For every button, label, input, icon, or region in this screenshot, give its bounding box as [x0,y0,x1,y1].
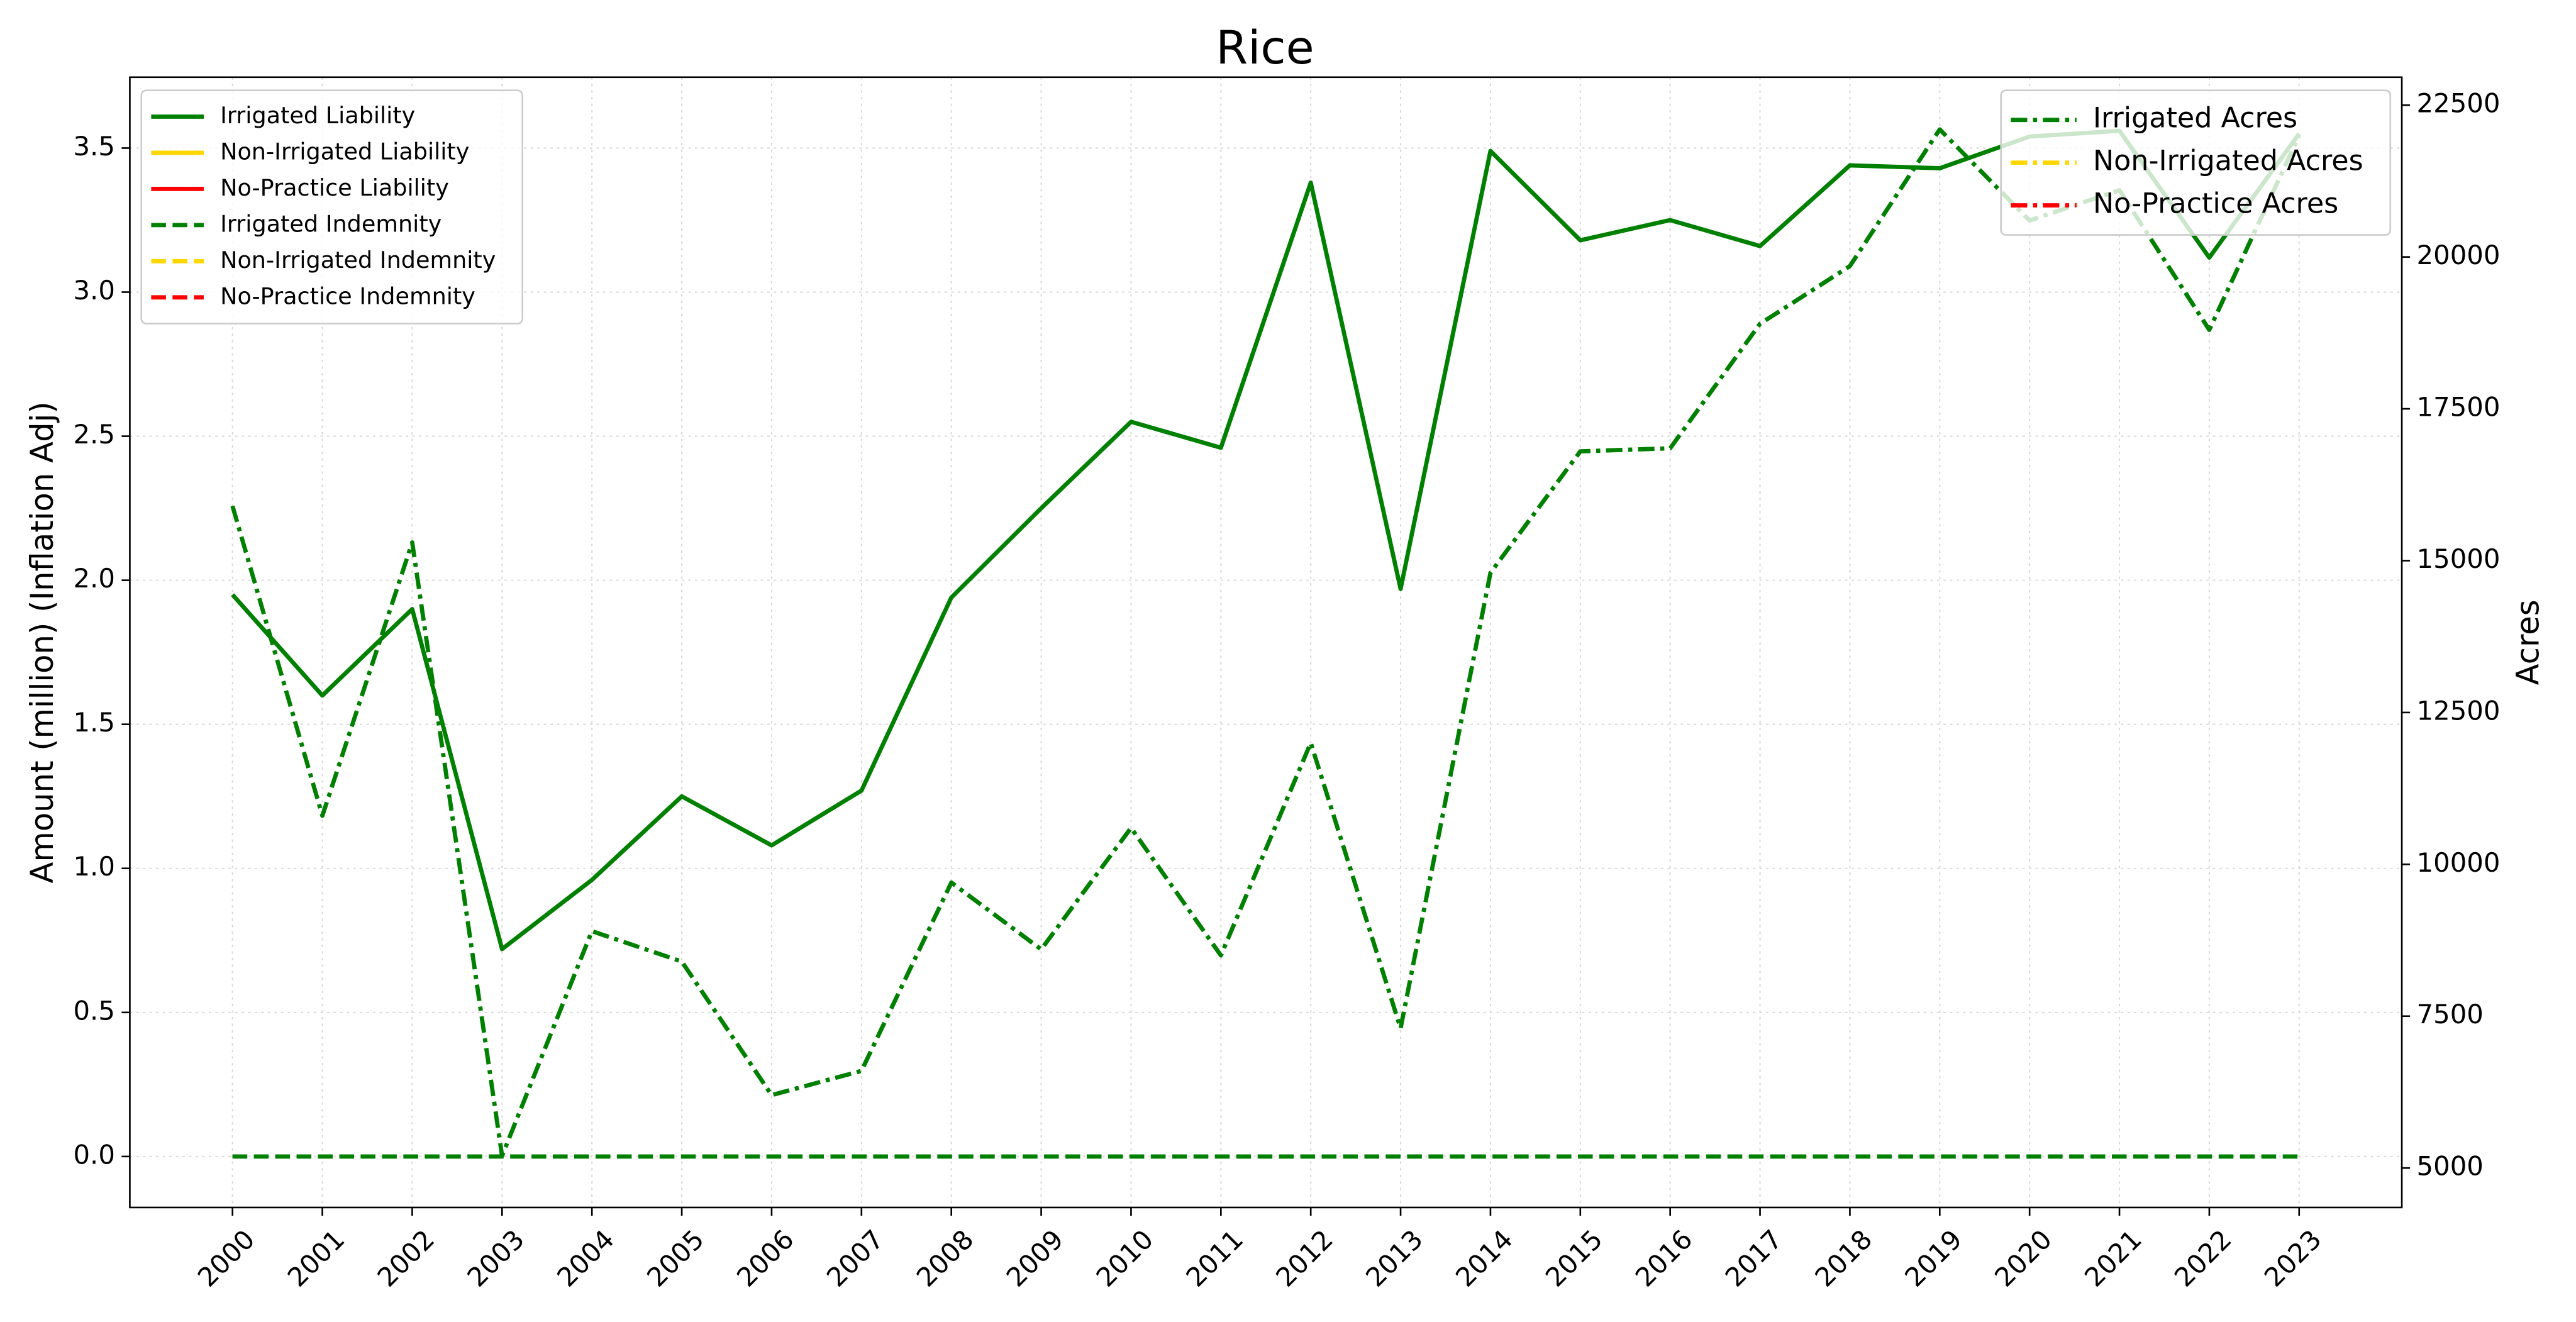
y2-axis-label: Acres [2509,599,2546,685]
y-tick-label: 3.5 [73,131,114,162]
legend-label: Non-Irrigated Acres [2093,145,2363,177]
legend-label: Irrigated Indemnity [220,210,441,237]
legend-box [2000,89,2392,236]
y-tick-label: 1.5 [73,707,114,738]
y-axis-label: Amount (million) (Inflation Adj) [24,401,60,883]
y-tick-label: 2.0 [73,563,114,594]
y2-tick-label: 12500 [2417,695,2501,726]
y2-tick-label: 5000 [2417,1151,2484,1182]
y2-tick-label: 22500 [2417,88,2501,119]
legend-label: Irrigated Acres [2093,103,2297,135]
y2-tick-label: 10000 [2417,847,2501,878]
legend-label: No-Practice Liability [220,174,449,201]
y2-tick-label: 15000 [2417,543,2501,574]
y-tick-label: 0.0 [73,1139,114,1170]
legend-label: Non-Irrigated Liability [220,138,469,165]
plot-frame [129,76,2403,1209]
y-tick-label: 1.0 [73,851,114,882]
y-tick-label: 3.0 [73,275,114,306]
legend-label: Irrigated Liability [220,102,415,129]
chart-title: Rice [1216,21,1314,75]
legend-box [140,89,524,325]
y2-tick-label: 20000 [2417,240,2501,270]
line-series [231,128,2301,952]
y2-tick-label: 17500 [2417,392,2501,423]
y-tick-label: 0.5 [73,995,114,1026]
y-tick-label: 2.5 [73,419,114,450]
y2-tick-label: 7500 [2417,999,2484,1030]
legend-label: No-Practice Indemnity [220,282,475,309]
legend-label: No-Practice Acres [2093,188,2338,220]
legend-label: Non-Irrigated Indemnity [220,247,496,274]
line-series [230,127,2301,1158]
